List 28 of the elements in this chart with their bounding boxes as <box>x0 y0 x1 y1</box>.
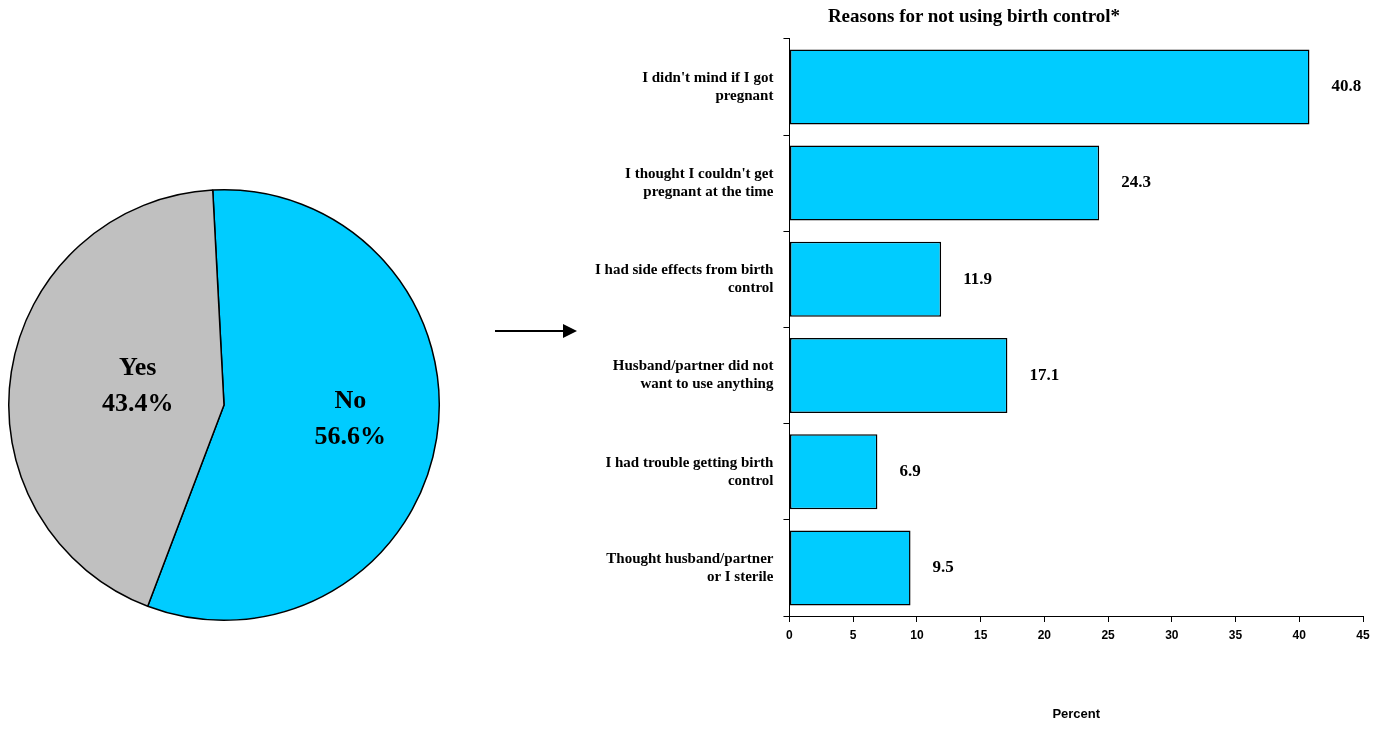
x-tick-label: 0 <box>786 627 794 642</box>
y-tick-label: I thought I couldn't get pregnant at the time <box>625 164 774 199</box>
y-tick-label: I didn't mind if I got pregnant <box>642 68 774 103</box>
data-label: 43.4% <box>101 388 174 418</box>
x-tick-label: 5 <box>849 627 857 642</box>
data-label: 9.5 <box>932 557 954 577</box>
data-label: 11.9 <box>963 268 992 288</box>
data-label: 24.3 <box>1121 172 1151 192</box>
x-tick-label: 45 <box>1356 627 1370 642</box>
x-tick-label: 40 <box>1292 627 1307 642</box>
data-label: 17.1 <box>1029 364 1060 384</box>
x-tick-label: 30 <box>1165 627 1179 642</box>
data-label: 56.6% <box>314 421 387 451</box>
x-tick-label: 20 <box>1037 627 1052 642</box>
y-tick-label: I had trouble getting birth control <box>605 453 775 488</box>
data-label: 40.8 <box>1331 76 1362 96</box>
y-tick-label: Thought husband/partner or I sterile <box>606 549 774 584</box>
x-tick-label: 10 <box>910 627 924 642</box>
x-axis-title: Percent <box>1052 705 1101 721</box>
slice-label: No <box>334 385 367 415</box>
slice-label: Yes <box>118 352 157 382</box>
x-tick-label: 25 <box>1101 627 1116 642</box>
x-tick-label: 35 <box>1228 627 1243 642</box>
data-label: 6.9 <box>899 461 921 481</box>
y-tick-label: I had side effects from birth control <box>594 261 775 296</box>
y-tick-label: Husband/partner did not want to use anything <box>612 357 774 392</box>
x-tick-label: 15 <box>973 627 988 642</box>
chart-title: Reasons for not using birth control* <box>827 5 1121 27</box>
